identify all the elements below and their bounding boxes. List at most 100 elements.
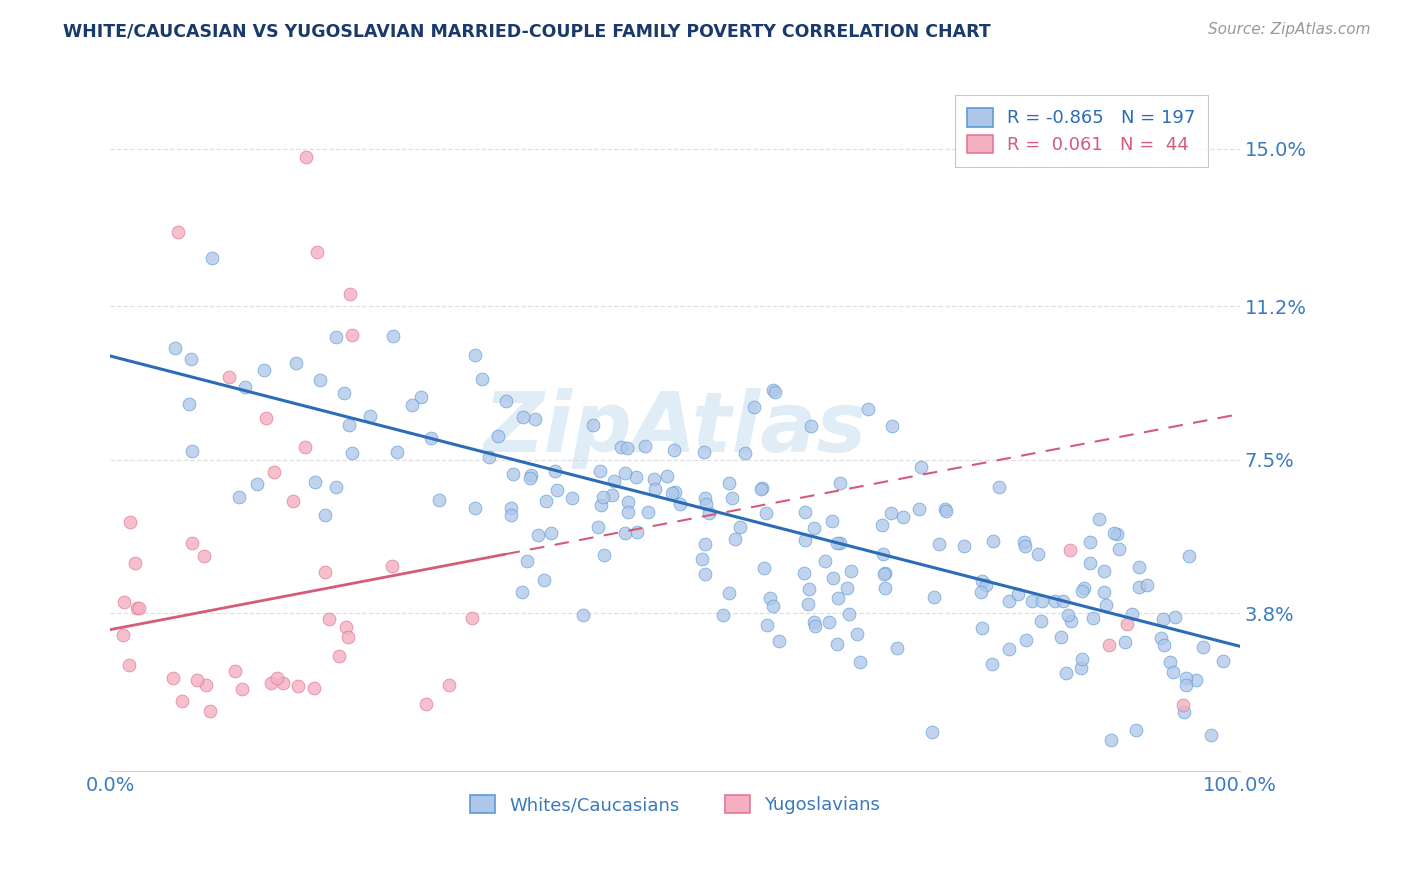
Point <box>287 679 309 693</box>
Point <box>381 559 404 574</box>
Point <box>181 535 204 549</box>
Point <box>540 526 562 541</box>
Point <box>1031 615 1053 629</box>
Point <box>1070 661 1092 675</box>
Point <box>1070 652 1092 666</box>
Point <box>814 554 837 568</box>
Point <box>526 528 548 542</box>
Point <box>1150 631 1173 645</box>
Point <box>953 539 976 553</box>
Point <box>1171 698 1194 713</box>
Point <box>935 504 957 518</box>
Point <box>186 673 208 687</box>
Point <box>761 383 783 397</box>
Point <box>690 552 713 566</box>
Point <box>333 385 356 400</box>
Point <box>830 536 852 550</box>
Point <box>693 566 716 581</box>
Point <box>325 479 347 493</box>
Point <box>305 245 328 260</box>
Point <box>561 491 583 505</box>
Point <box>166 225 188 239</box>
Point <box>751 481 773 495</box>
Point <box>477 450 499 464</box>
Point <box>1007 587 1029 601</box>
Point <box>1014 539 1036 553</box>
Point <box>882 419 904 434</box>
Point <box>803 615 825 629</box>
Point <box>800 418 823 433</box>
Point <box>1105 527 1128 541</box>
Point <box>644 482 666 496</box>
Point <box>1098 638 1121 652</box>
Point <box>593 549 616 563</box>
Point <box>983 534 1005 549</box>
Point <box>616 506 638 520</box>
Point <box>1012 535 1035 549</box>
Point <box>742 401 765 415</box>
Point <box>502 467 524 482</box>
Point <box>1164 610 1187 624</box>
Point <box>1014 633 1036 648</box>
Point <box>637 505 659 519</box>
Point <box>974 577 997 591</box>
Point <box>820 514 842 528</box>
Point <box>523 412 546 426</box>
Point <box>342 445 364 459</box>
Point <box>970 574 993 588</box>
Point <box>1212 654 1234 668</box>
Point <box>879 506 901 520</box>
Point <box>839 564 862 578</box>
Point <box>794 505 817 519</box>
Point <box>1121 607 1143 621</box>
Point <box>1161 665 1184 679</box>
Point <box>803 521 825 535</box>
Point <box>1078 535 1101 549</box>
Point <box>749 482 772 496</box>
Point <box>409 390 432 404</box>
Point <box>796 597 818 611</box>
Point <box>519 471 541 485</box>
Point <box>794 533 817 547</box>
Point <box>546 483 568 497</box>
Point <box>849 655 872 669</box>
Point <box>385 445 408 459</box>
Point <box>180 352 202 367</box>
Point <box>337 417 360 432</box>
Point <box>501 508 523 522</box>
Text: ZipAtlas: ZipAtlas <box>484 388 866 469</box>
Point <box>302 681 325 695</box>
Point <box>717 586 740 600</box>
Point <box>818 615 841 629</box>
Point <box>799 582 821 596</box>
Point <box>201 251 224 265</box>
Point <box>858 401 880 416</box>
Point <box>582 418 605 433</box>
Point <box>624 470 647 484</box>
Point <box>516 553 538 567</box>
Point <box>294 440 316 454</box>
Point <box>510 585 533 599</box>
Point <box>1125 723 1147 738</box>
Point <box>172 694 194 708</box>
Point <box>886 640 908 655</box>
Point <box>669 497 692 511</box>
Point <box>464 349 486 363</box>
Point <box>499 500 522 515</box>
Point <box>314 565 336 579</box>
Point <box>181 443 204 458</box>
Point <box>1052 594 1074 608</box>
Point <box>1185 673 1208 688</box>
Point <box>711 607 734 622</box>
Point <box>970 585 993 599</box>
Point <box>921 725 943 739</box>
Point <box>980 657 1002 671</box>
Point <box>835 581 858 595</box>
Point <box>284 356 307 370</box>
Point <box>617 495 640 509</box>
Point <box>591 499 613 513</box>
Point <box>427 493 450 508</box>
Point <box>626 525 648 540</box>
Point <box>1152 612 1174 626</box>
Point <box>922 590 945 604</box>
